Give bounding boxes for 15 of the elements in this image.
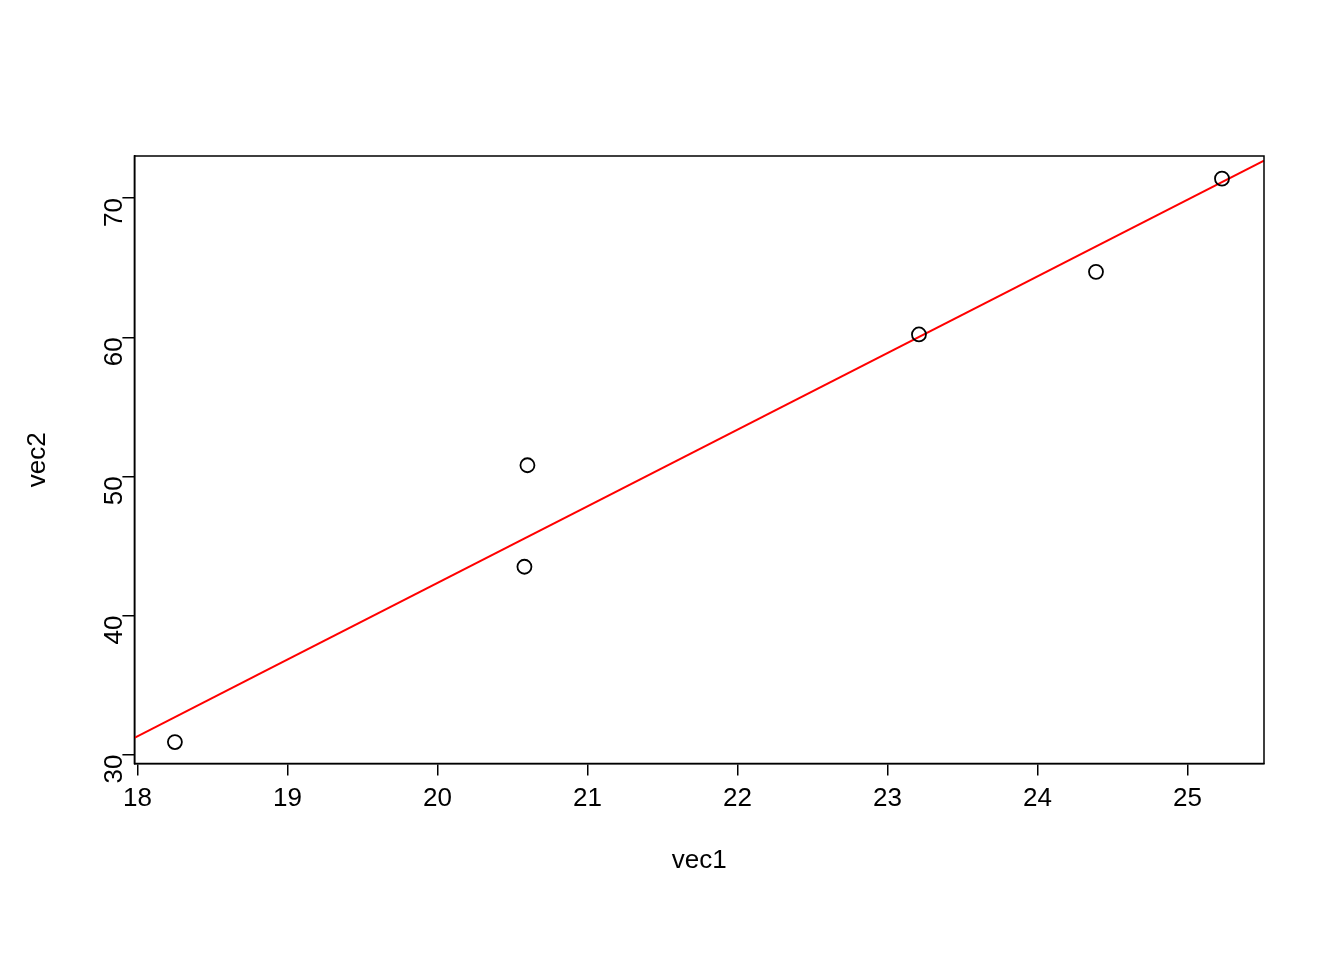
x-tick-label: 25 — [1173, 782, 1202, 813]
y-tick-label: 50 — [97, 476, 128, 506]
x-tick-label: 23 — [873, 782, 902, 813]
y-tick-label: 30 — [97, 754, 128, 784]
x-tick-label: 20 — [422, 782, 452, 813]
y-tick-label: 40 — [97, 615, 128, 645]
x-tick-label: 18 — [122, 782, 152, 813]
x-tick-label: 22 — [722, 782, 752, 813]
x-tick-label: 21 — [572, 782, 602, 813]
y-tick-label: 70 — [97, 198, 128, 228]
x-tick-label: 24 — [1023, 782, 1052, 813]
x-tick-label: 19 — [272, 782, 302, 813]
y-tick-label: 60 — [97, 337, 128, 367]
y-axis-title: vec2 — [20, 432, 51, 488]
x-axis-title: vec1 — [671, 843, 727, 874]
